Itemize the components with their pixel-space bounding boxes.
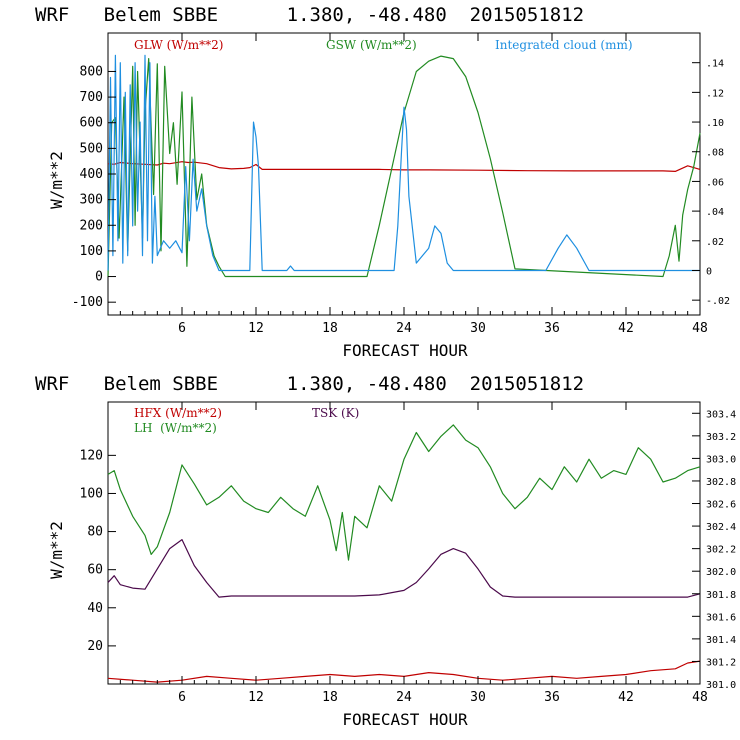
y2-tick-label: 301.0 [706,680,736,691]
y-tick-label: 100 [80,244,103,259]
series-line-integrated [107,54,700,272]
y-tick-label: 80 [87,525,103,540]
y-tick-label: 100 [80,486,103,501]
top-y-axis-label: W/m**2 [47,151,66,209]
top-chart-title: WRF Belem SBBE 1.380, -48.480 2015051812 [35,4,584,26]
x-tick-label: 42 [618,321,634,336]
series-line-hfx [107,660,701,683]
y2-tick-label: 302.2 [706,545,736,556]
x-tick-label: 36 [544,321,560,336]
legend-tsk: TSK (K) [312,406,359,420]
x-tick-label: 48 [692,321,708,336]
y2-tick-label: .08 [706,148,724,159]
x-tick-label: 30 [470,690,486,705]
y-tick-label: 600 [80,116,103,131]
x-tick-label: 6 [178,690,186,705]
x-tick-label: 36 [544,690,560,705]
series-line-lh [107,424,701,561]
y2-tick-label: 0 [706,266,712,277]
y2-tick-label: 302.8 [706,477,736,488]
x-tick-label: 6 [178,321,186,336]
y-tick-label: 60 [87,563,103,578]
y2-tick-label: .02 [706,237,724,248]
y2-tick-label: .06 [706,177,724,188]
y2-tick-label: .12 [706,88,724,99]
y2-tick-label: -.02 [706,296,730,307]
y2-tick-label: 301.4 [706,635,736,646]
bottom-x-axis-label: FORECAST HOUR [342,710,468,729]
y-tick-label: 40 [87,601,103,616]
y2-tick-label: 302.4 [706,522,736,533]
legend-glw: GLW (W/m**2) [134,38,223,52]
x-tick-label: 30 [470,321,486,336]
x-tick-label: 24 [396,321,412,336]
x-tick-label: 48 [692,690,708,705]
x-tick-label: 18 [322,690,338,705]
y2-tick-label: 303.4 [706,409,736,420]
x-tick-label: 18 [322,321,338,336]
y-tick-label: 500 [80,141,103,156]
y2-tick-label: 302.6 [706,500,736,511]
y-tick-label: 0 [95,270,103,285]
x-tick-label: 24 [396,690,412,705]
y2-tick-label: 301.6 [706,612,736,623]
top-x-axis-label: FORECAST HOUR [342,341,468,360]
y2-tick-label: .10 [706,118,724,129]
legend-gsw: GSW (W/m**2) [326,38,417,52]
y-tick-label: 300 [80,193,103,208]
y-tick-label: 700 [80,90,103,105]
y-tick-label: 120 [80,448,103,463]
y2-tick-label: .04 [706,207,724,218]
series-line-gsw [107,55,701,278]
y2-tick-label: 303.2 [706,432,736,443]
legend-lh: LH (W/m**2) [134,421,217,435]
y2-tick-label: 301.2 [706,657,736,668]
legend-cloud: Integrated cloud (mm) [495,38,633,52]
y-tick-label: -100 [72,295,103,310]
y2-tick-label: 302.0 [706,567,736,578]
x-tick-label: 12 [248,321,264,336]
x-tick-label: 42 [618,690,634,705]
top-axes-group: 6 12 18 24 30 36 42 48 -100 0 100 200 300 400 500 600 70… [72,33,730,336]
y-tick-label: 200 [80,218,103,233]
y2-tick-label: .14 [706,59,724,70]
bottom-chart-title: WRF Belem SBBE 1.380, -48.480 2015051812 [35,373,584,395]
bottom-axes-group: 6 12 18 24 30 36 42 48 20 40 60 80 100 120 301.0 301.2 3… [80,402,736,705]
y2-tick-label: 301.8 [706,590,736,601]
bottom-y-axis-label: W/m**2 [47,521,66,579]
y-tick-label: 800 [80,64,103,79]
bottom-series-group [107,424,701,683]
y-tick-label: 400 [80,167,103,182]
bottom-plot-frame [107,401,701,685]
y2-tick-label: 303.0 [706,454,736,465]
y-tick-label: 20 [87,639,103,654]
top-series-group [107,54,701,278]
series-line-glw [107,161,701,172]
x-tick-label: 12 [248,690,264,705]
series-line-tsk [107,538,701,598]
legend-hfx: HFX (W/m**2) [134,406,222,420]
top-plot-frame [107,32,701,316]
